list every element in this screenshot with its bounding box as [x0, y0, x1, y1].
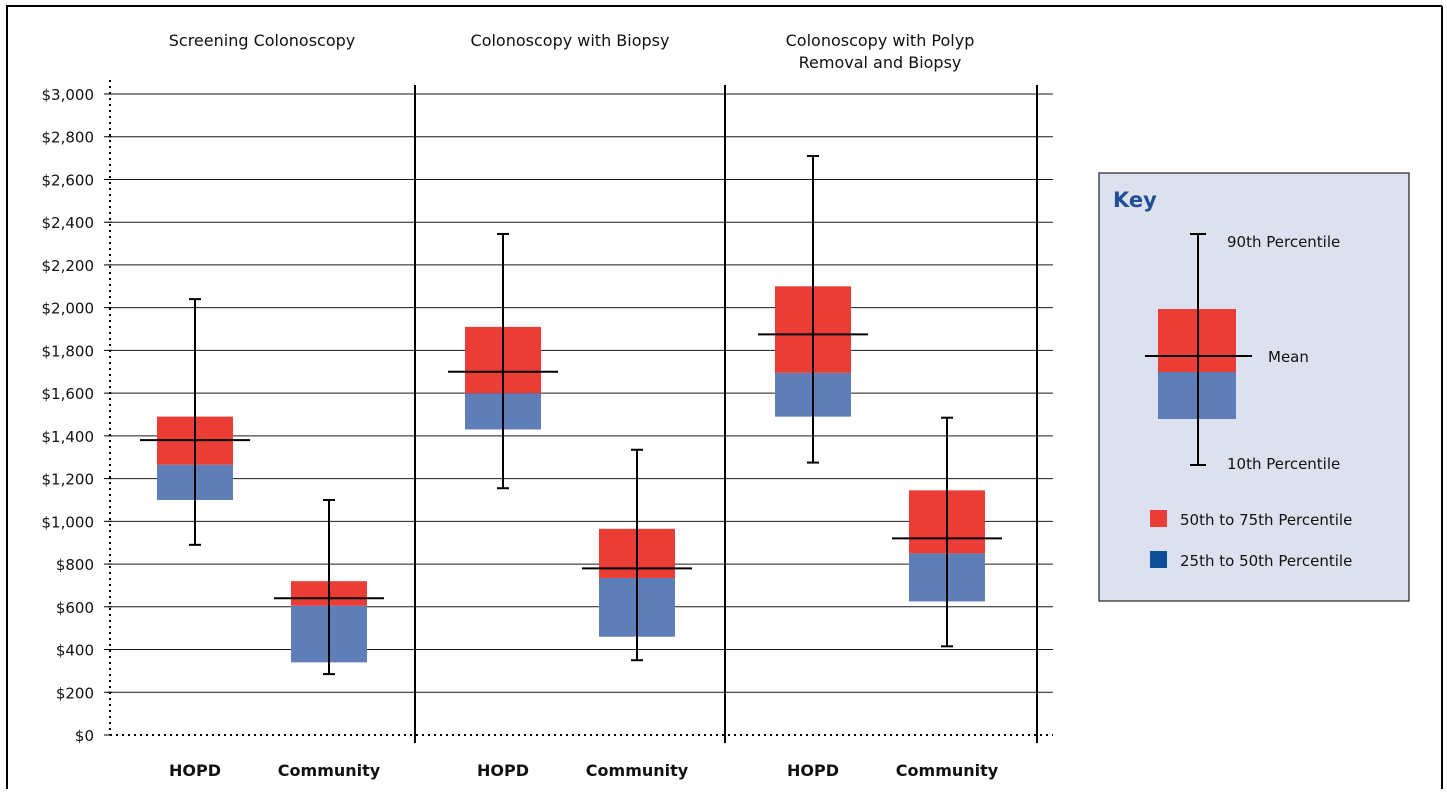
panel-title: Colonoscopy with Polyp	[786, 31, 975, 50]
box-plot-community	[892, 416, 1002, 648]
panel-titles: Screening Colonoscopy Colonoscopy with Bi…	[169, 31, 975, 72]
gridlines	[108, 93, 1053, 693]
box-plot-hopd	[758, 154, 868, 464]
y-tick-label: $2,400	[42, 214, 95, 232]
y-tick-label: $3,000	[42, 86, 95, 104]
y-tick-label: $200	[56, 684, 94, 702]
category-labels: HOPD Community HOPD Community HOPD Community	[169, 761, 999, 780]
y-tick-label: $1,000	[42, 513, 95, 531]
legend-key: Key 90th Percentile Mean 10th Percentile…	[1098, 172, 1410, 602]
key-background	[1098, 172, 1410, 602]
panel-title: Removal and Biopsy	[799, 53, 962, 72]
panel-title: Screening Colonoscopy	[169, 31, 356, 50]
y-tick-label: $2,800	[42, 129, 95, 147]
key-mean-label: Mean	[1268, 348, 1309, 366]
category-label: Community	[896, 761, 999, 780]
legend-label-50-75: 50th to 75th Percentile	[1180, 511, 1352, 529]
y-tick-label: $600	[56, 599, 94, 617]
y-tick-label: $2,000	[42, 300, 95, 318]
box-plot-community	[274, 498, 384, 676]
category-label: HOPD	[787, 761, 839, 780]
category-label: HOPD	[477, 761, 529, 780]
y-tick-label: $2,600	[42, 171, 95, 189]
box-plot-hopd	[140, 298, 250, 546]
y-tick-label: $1,400	[42, 428, 95, 446]
category-label: Community	[586, 761, 689, 780]
y-tick-label: $1,800	[42, 342, 95, 360]
panel-title: Colonoscopy with Biopsy	[471, 31, 670, 50]
y-tick-label: $400	[56, 642, 94, 660]
key-p90-label: 90th Percentile	[1227, 233, 1340, 251]
box-plot-hopd	[448, 232, 558, 490]
y-tick-label: $800	[56, 556, 94, 574]
box-plots	[140, 154, 1002, 676]
key-title: Key	[1113, 188, 1157, 212]
category-label: Community	[278, 761, 381, 780]
legend-swatch-25-50	[1150, 551, 1167, 568]
key-p10-label: 10th Percentile	[1227, 455, 1340, 473]
legend-swatch-50-75	[1150, 510, 1167, 527]
y-tick-label: $1,600	[42, 385, 95, 403]
box-plot-community	[582, 448, 692, 662]
legend-label-25-50: 25th to 50th Percentile	[1180, 552, 1352, 570]
y-axis: $0 $200 $400 $600 $800 $1,000 $1,200 $1,400 $1,6…	[42, 80, 1053, 745]
category-label: HOPD	[169, 761, 221, 780]
panel-dividers	[414, 85, 1038, 743]
y-tick-label: $2,200	[42, 257, 95, 275]
y-tick-label: $0	[75, 727, 94, 745]
y-tick-label: $1,200	[42, 471, 95, 489]
